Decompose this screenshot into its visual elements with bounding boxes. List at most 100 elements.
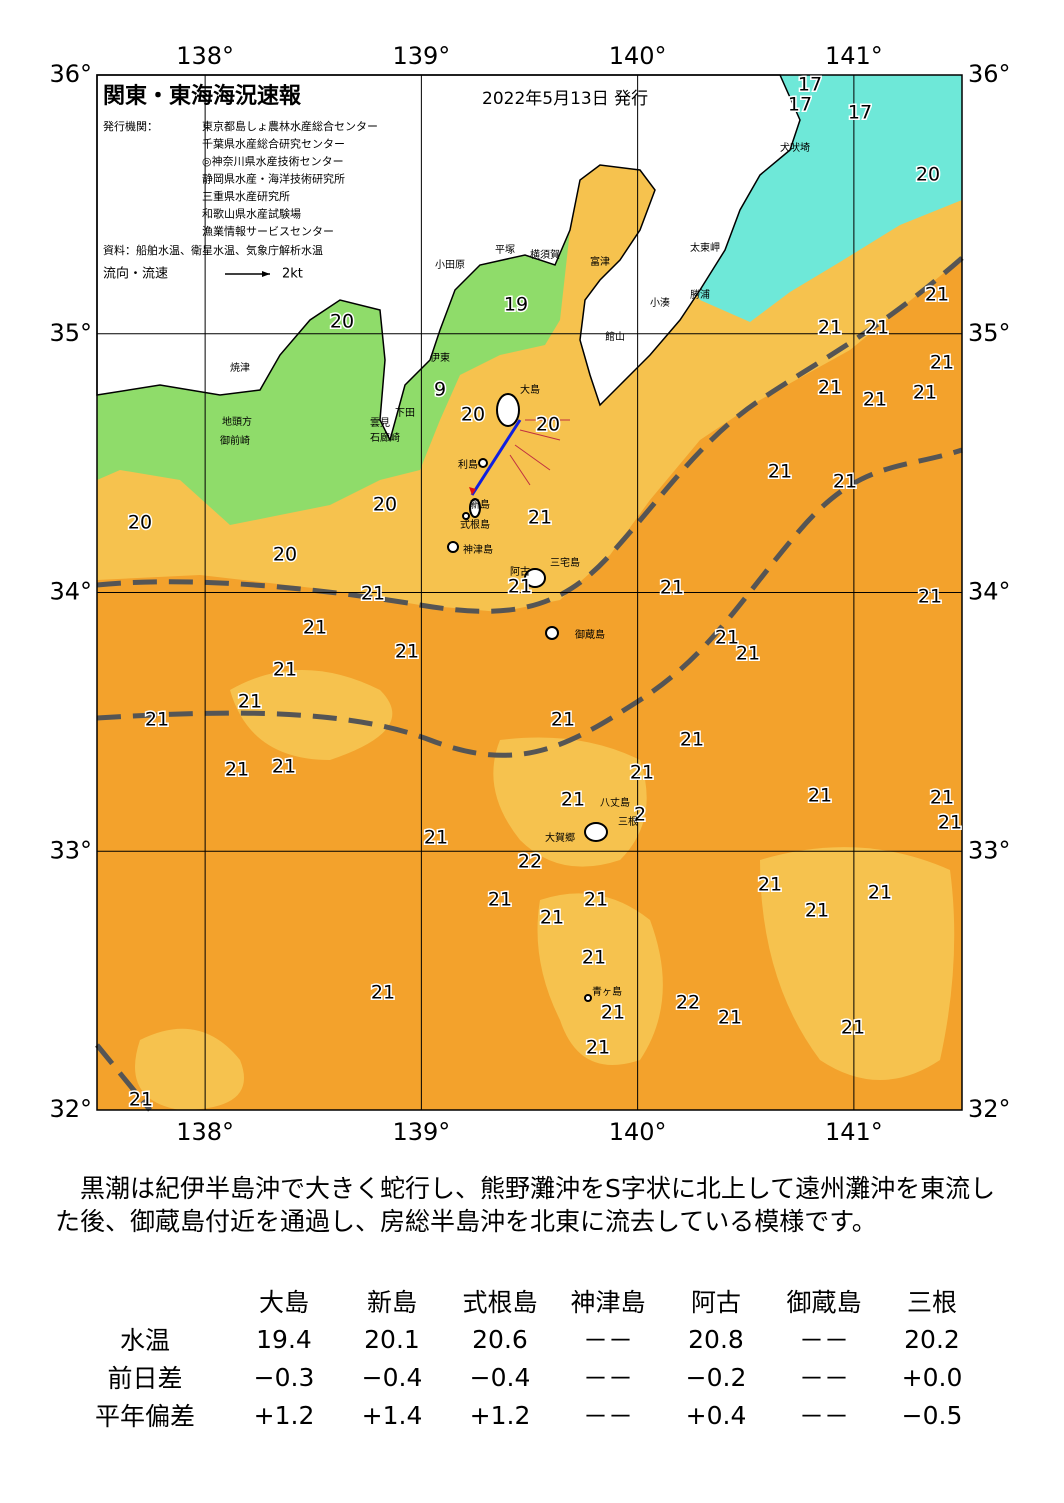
- place-name: 勝浦: [690, 288, 710, 301]
- temperature-label: 21: [371, 982, 395, 1004]
- place-name: 青ヶ島: [592, 985, 622, 998]
- row-label: 平年偏差: [94, 1402, 195, 1431]
- temperature-label: 21: [584, 889, 608, 911]
- temperature-label: 21: [601, 1002, 625, 1024]
- temperature-label: 21: [395, 641, 419, 663]
- table-cell: 20.1: [364, 1324, 420, 1354]
- temperature-label: 22: [676, 992, 700, 1014]
- temperature-label: 21: [586, 1037, 610, 1059]
- place-name: 伊東: [430, 351, 450, 364]
- column-header: 式根島: [462, 1288, 538, 1317]
- station-table: 大島 新島 式根島 神津島 阿古 御蔵島 三根 水温 19.4 20.1 20.6 －－ 20.8 －－ 2…: [60, 1282, 986, 1434]
- table-cell: 19.4: [256, 1324, 312, 1354]
- temperature-label: 21: [508, 576, 532, 598]
- table-cell: 20.8: [688, 1324, 744, 1354]
- table-cell: −0.4: [361, 1362, 423, 1392]
- table-cell: −0.2: [685, 1362, 747, 1392]
- temperature-label: 21: [805, 900, 829, 922]
- lat-tick-label: 36°: [49, 60, 92, 88]
- place-name: 大賀郷: [545, 831, 575, 844]
- issuer: 東京都島しょ農林水産総合センター: [202, 119, 378, 133]
- place-name: 阿古: [510, 565, 530, 578]
- place-name: 焼津: [230, 362, 250, 374]
- lat-tick-label: 35°: [968, 319, 1011, 347]
- place-name: 横須賀: [530, 248, 560, 261]
- table-cell: +1.2: [469, 1400, 531, 1430]
- temperature-label: 21: [225, 759, 249, 781]
- table-cell: －－: [798, 1326, 849, 1355]
- place-name: 太東岬: [690, 241, 720, 254]
- temperature-label: 21: [129, 1089, 153, 1111]
- issuer: ◎神奈川県水産技術センター: [202, 154, 344, 168]
- place-name: 御蔵島: [575, 628, 605, 641]
- place-name: 犬吠埼: [780, 141, 810, 154]
- lat-tick-label: 35°: [49, 319, 92, 347]
- temperature-label: 21: [925, 284, 949, 306]
- summary: 黒潮は紀伊半島沖で大きく蛇行し、熊野灘沖をS字状に北上して遠州灘沖を東流した後、…: [55, 1174, 996, 1236]
- place-name: 三宅島: [550, 556, 580, 569]
- place-name: 八丈島: [600, 796, 630, 809]
- issuer-label: 発行機関：: [103, 119, 158, 133]
- flow-scale: 2kt: [282, 267, 303, 282]
- temperature-label: 21: [913, 382, 937, 404]
- table-row: 水温 19.4 20.1 20.6 －－ 20.8 －－ 20.2: [60, 1320, 986, 1358]
- temperature-label: 21: [630, 762, 654, 784]
- cool-water: [97, 230, 570, 525]
- issuer: 和歌山県水産試験場: [202, 207, 301, 221]
- place-name: 平塚: [495, 244, 515, 256]
- temperature-label: 21: [930, 787, 954, 809]
- lat-tick-label: 34°: [49, 578, 92, 606]
- islands: [447, 393, 608, 1002]
- flow-label: 流向・流速: [103, 266, 168, 282]
- table-cell: −0.3: [253, 1362, 315, 1392]
- temperature-label: 21: [938, 812, 962, 834]
- kuroshio-axis: [95, 256, 964, 1112]
- place-name: 利島: [458, 458, 478, 471]
- current-vector: [469, 419, 570, 496]
- temperature-label: 21: [303, 617, 327, 639]
- temperature-label: 21: [561, 789, 585, 811]
- temperature-label: 22: [518, 851, 542, 873]
- temperature-label: 21: [758, 874, 782, 896]
- column-header: 御蔵島: [786, 1288, 862, 1317]
- place-name: 小湊: [650, 296, 670, 309]
- temperature-label: 20: [128, 512, 152, 534]
- lat-tick-label: 33°: [968, 836, 1011, 864]
- place-name: 新島: [470, 498, 490, 511]
- column-header: 大島: [258, 1288, 309, 1317]
- lat-tick-label: 32°: [49, 1095, 92, 1123]
- place-name: 石廊崎: [370, 431, 400, 444]
- temperature-label: 21: [818, 317, 842, 339]
- table-cell: －－: [582, 1364, 633, 1393]
- table-cell: −0.4: [469, 1362, 531, 1392]
- temperature-label: 21: [273, 659, 297, 681]
- temperature-label: 21: [808, 785, 832, 807]
- temperature-label: 21: [272, 756, 296, 778]
- column-header: 新島: [366, 1288, 417, 1317]
- table-cell: 20.6: [472, 1324, 528, 1354]
- temperature-label: 21: [736, 643, 760, 665]
- temperature-label: 21: [238, 691, 262, 713]
- issuer: 三重県水産研究所: [202, 189, 290, 203]
- table-cell: －－: [582, 1326, 633, 1355]
- temperature-label: 21: [833, 471, 857, 493]
- temperature-label: 20: [536, 414, 560, 436]
- land: [96, 74, 801, 443]
- temperature-label: 20: [916, 164, 940, 186]
- temperature-label: 21: [918, 586, 942, 608]
- temperature-label: 20: [373, 494, 397, 516]
- sources: 資料：船舶水温、衛星水温、気象庁解析水温: [103, 243, 323, 257]
- temperature-label: 21: [660, 577, 684, 599]
- place-name: 富津: [590, 255, 610, 268]
- place-name: 神津島: [463, 543, 493, 556]
- table-cell: +1.4: [361, 1400, 423, 1430]
- column-header: 三根: [906, 1288, 957, 1317]
- place-name: 小田原: [435, 259, 465, 271]
- temperature-label: 21: [768, 461, 792, 483]
- row-label: 水温: [119, 1326, 170, 1355]
- lon-tick-label: 138°: [176, 42, 234, 70]
- table-row: 前日差 −0.3 −0.4 −0.4 －－ −0.2 －－ +0.0: [60, 1358, 986, 1396]
- temperature-label: 20: [273, 544, 297, 566]
- issue-date: 2022年5月13日 発行: [482, 89, 648, 109]
